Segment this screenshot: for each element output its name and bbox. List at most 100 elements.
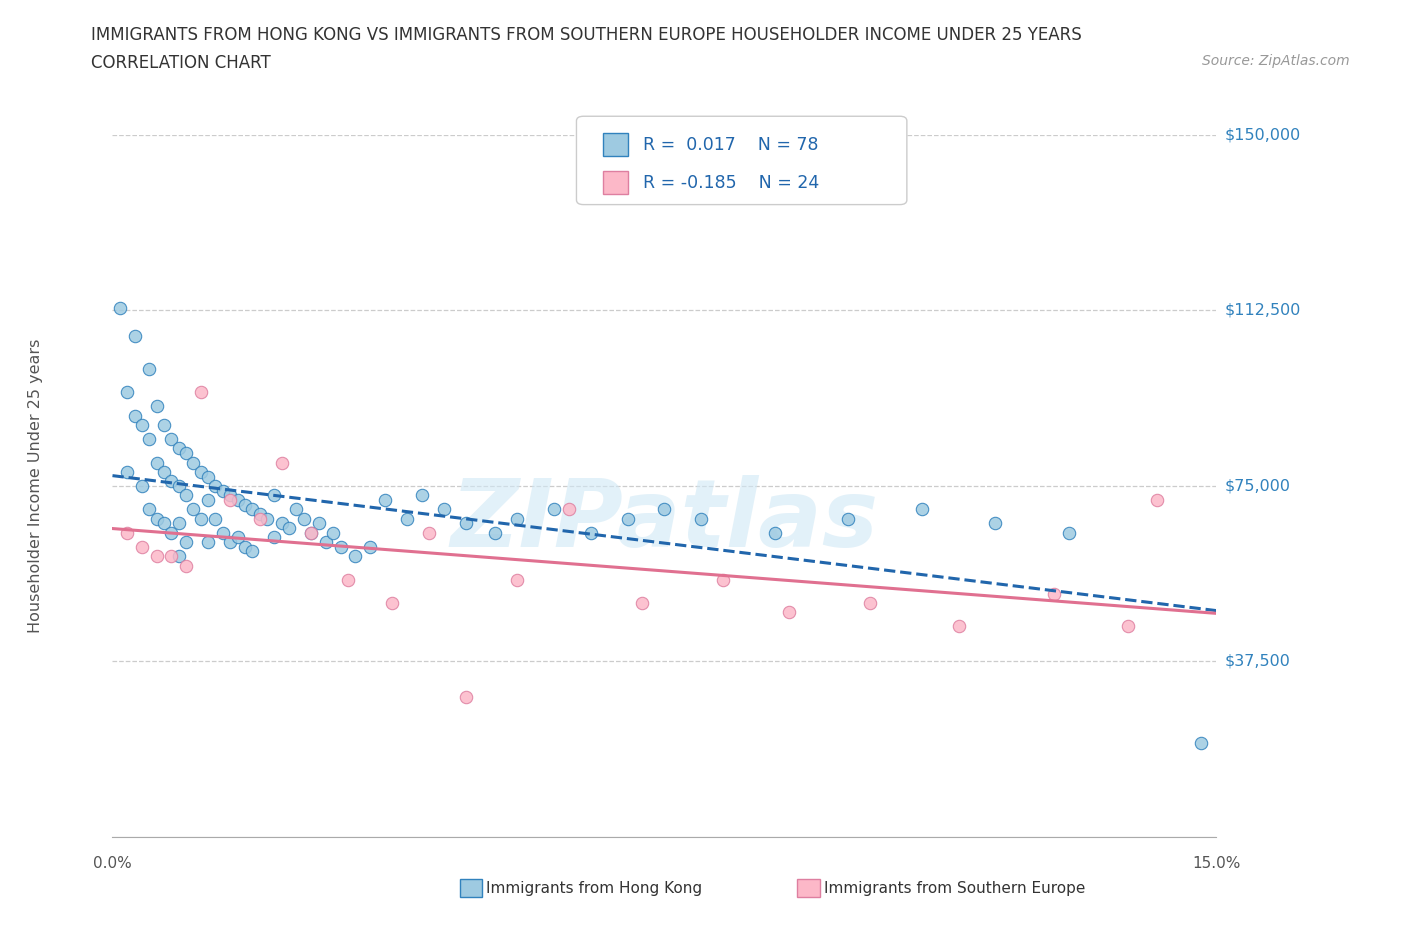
- Point: [1043, 586, 1066, 601]
- Point: [167, 441, 190, 456]
- Text: 0.0%: 0.0%: [93, 856, 132, 870]
- Point: [1191, 736, 1213, 751]
- Point: [219, 493, 242, 508]
- Point: [299, 525, 322, 540]
- Point: [336, 572, 359, 587]
- Point: [329, 539, 352, 554]
- Point: [174, 535, 197, 550]
- Point: [285, 502, 308, 517]
- Point: [131, 479, 153, 494]
- Text: Immigrants from Hong Kong: Immigrants from Hong Kong: [486, 881, 703, 896]
- Point: [256, 512, 278, 526]
- Point: [690, 512, 713, 526]
- Point: [249, 512, 271, 526]
- Point: [233, 498, 256, 512]
- Text: Source: ZipAtlas.com: Source: ZipAtlas.com: [1202, 54, 1350, 68]
- Point: [984, 516, 1007, 531]
- Point: [115, 464, 138, 479]
- Point: [131, 418, 153, 432]
- Text: R = -0.185    N = 24: R = -0.185 N = 24: [643, 174, 818, 192]
- Point: [204, 479, 226, 494]
- Text: R =  0.017    N = 78: R = 0.017 N = 78: [643, 136, 818, 153]
- Point: [270, 455, 292, 470]
- Point: [308, 516, 330, 531]
- Point: [240, 544, 263, 559]
- Point: [115, 385, 138, 400]
- Point: [1116, 619, 1139, 634]
- Point: [145, 399, 167, 414]
- Point: [183, 502, 205, 517]
- Text: Householder Income Under 25 years: Householder Income Under 25 years: [28, 339, 42, 633]
- Point: [418, 525, 440, 540]
- Point: [197, 535, 219, 550]
- Point: [292, 512, 315, 526]
- Point: [138, 362, 160, 377]
- Point: [381, 595, 404, 610]
- Point: [911, 502, 934, 517]
- Point: [948, 619, 970, 634]
- Text: $150,000: $150,000: [1225, 127, 1301, 142]
- Point: [616, 512, 638, 526]
- Point: [263, 488, 285, 503]
- Point: [315, 535, 337, 550]
- Point: [190, 385, 212, 400]
- Point: [226, 530, 249, 545]
- Point: [395, 512, 418, 526]
- Point: [240, 502, 263, 517]
- Point: [270, 516, 292, 531]
- Point: [652, 502, 676, 517]
- Point: [174, 558, 197, 573]
- Point: [763, 525, 786, 540]
- Point: [167, 479, 190, 494]
- Point: [454, 689, 477, 704]
- Text: $37,500: $37,500: [1225, 654, 1291, 669]
- Point: [174, 445, 197, 460]
- Text: IMMIGRANTS FROM HONG KONG VS IMMIGRANTS FROM SOUTHERN EUROPE HOUSEHOLDER INCOME : IMMIGRANTS FROM HONG KONG VS IMMIGRANTS …: [91, 26, 1083, 44]
- Point: [211, 525, 233, 540]
- Point: [778, 604, 800, 619]
- Point: [190, 512, 212, 526]
- Point: [506, 512, 529, 526]
- Point: [160, 432, 183, 446]
- Point: [506, 572, 529, 587]
- Point: [115, 525, 138, 540]
- Point: [204, 512, 226, 526]
- Text: ZIPatlas: ZIPatlas: [450, 475, 879, 567]
- Point: [263, 530, 285, 545]
- Point: [167, 516, 190, 531]
- Point: [160, 525, 183, 540]
- Point: [197, 469, 219, 484]
- Point: [631, 595, 654, 610]
- Point: [219, 535, 242, 550]
- Point: [1146, 493, 1168, 508]
- Text: 15.0%: 15.0%: [1192, 856, 1240, 870]
- Point: [219, 488, 242, 503]
- Point: [299, 525, 322, 540]
- Point: [145, 549, 167, 564]
- Point: [433, 502, 456, 517]
- Point: [174, 488, 197, 503]
- Point: [484, 525, 506, 540]
- Point: [160, 549, 183, 564]
- Point: [322, 525, 344, 540]
- Point: [138, 432, 160, 446]
- Point: [1057, 525, 1080, 540]
- Text: $112,500: $112,500: [1225, 303, 1301, 318]
- Point: [138, 502, 160, 517]
- Point: [190, 464, 212, 479]
- Point: [153, 516, 176, 531]
- Point: [145, 512, 167, 526]
- Point: [454, 516, 477, 531]
- Point: [153, 418, 176, 432]
- Point: [344, 549, 367, 564]
- Point: [543, 502, 565, 517]
- Point: [249, 507, 271, 522]
- Point: [131, 539, 153, 554]
- Point: [124, 328, 146, 343]
- Point: [226, 493, 249, 508]
- Text: CORRELATION CHART: CORRELATION CHART: [91, 54, 271, 72]
- Point: [837, 512, 859, 526]
- Point: [211, 484, 233, 498]
- Point: [278, 521, 301, 536]
- Point: [145, 455, 167, 470]
